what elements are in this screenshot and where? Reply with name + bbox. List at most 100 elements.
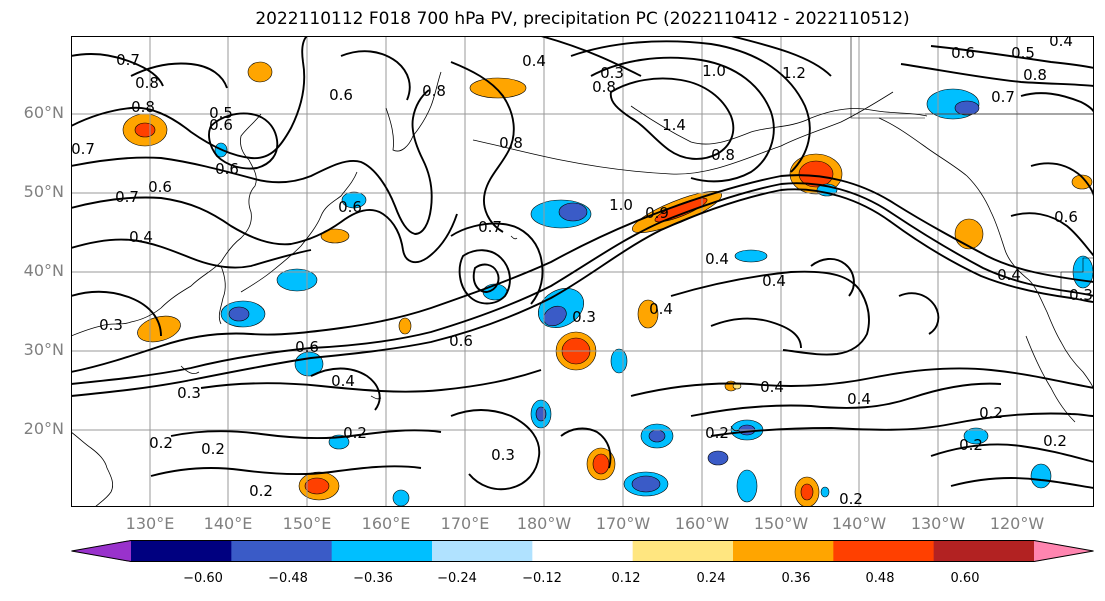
pv-contour [1030, 162, 1094, 197]
contour-label: 0.8 [135, 74, 159, 92]
pv-contour [690, 382, 1002, 417]
colorbar-extend-low [71, 540, 131, 562]
pv-contours [71, 36, 1094, 491]
colorbar-tick-label: 0.24 [696, 571, 726, 586]
precip-negative-area [648, 429, 666, 443]
precip-negative-area [392, 489, 410, 507]
colorbar-tick-label: −0.48 [268, 571, 308, 586]
pv-contour [950, 477, 1094, 489]
coastline-korea [218, 265, 226, 325]
lon-label-170e: 170°E [440, 514, 490, 533]
contour-label: 1.2 [782, 64, 806, 82]
lon-label-160e: 160°E [361, 514, 411, 533]
precip-positive-area [798, 160, 834, 188]
contour-label: 0.2 [201, 440, 225, 458]
colorbar-tick-label: −0.60 [183, 571, 223, 586]
pv-contour [71, 89, 433, 235]
contour-label: 0.6 [951, 44, 975, 62]
precip-negative-area [341, 191, 367, 209]
pv-contour [570, 40, 811, 173]
contour-label: 0.2 [1043, 432, 1067, 450]
precip-negative-area [707, 450, 729, 466]
pv-contour [609, 77, 735, 160]
contour-label: 0.7 [116, 51, 140, 69]
colorbar-tick-label: 0.12 [611, 571, 641, 586]
precip-negative-area [734, 249, 768, 263]
contour-label: 0.8 [499, 134, 523, 152]
colorbar-outline [71, 540, 1094, 562]
precip-positive-area [592, 453, 610, 475]
precip-positive-area [304, 477, 330, 495]
pv-contour [71, 290, 162, 337]
pv-contour [630, 367, 1094, 397]
colorbar-segment [432, 540, 533, 562]
pv-contour [810, 258, 855, 297]
pv-precip-map: 0.7 0.8 0.6 0.8 0.5 0.6 0.8 0.4 0.3 1.0 … [71, 36, 1094, 507]
pv-contour [670, 270, 870, 356]
pv-contour [71, 36, 308, 159]
contour-label: 0.4 [649, 300, 673, 318]
contour-label: 0.8 [711, 146, 735, 164]
contour-label: 0.6 [209, 116, 233, 134]
lon-label-150w: 150°W [753, 514, 809, 533]
contour-label: 0.4 [1049, 36, 1073, 50]
precip-negative-area [736, 469, 758, 503]
pv-contour [130, 62, 228, 89]
precipitation-shading [122, 61, 1094, 507]
pv-contour [458, 249, 511, 305]
precip-positive-area [247, 61, 273, 83]
colorbar-segment [532, 540, 634, 562]
colorbar-tick-label: 0.60 [950, 571, 980, 586]
colorbar-tick-label: −0.24 [437, 571, 477, 586]
contour-label: 0.6 [329, 86, 353, 104]
contour-label: 0.7 [478, 218, 502, 236]
precip-positive-area [800, 483, 814, 501]
lat-label-50n: 50°N [23, 182, 64, 201]
lon-label-130e: 130°E [125, 514, 175, 533]
contour-label: 0.3 [1069, 286, 1093, 304]
lon-label-140e: 140°E [203, 514, 253, 533]
contour-label: 0.3 [177, 384, 201, 402]
lon-label-130w: 130°W [910, 514, 966, 533]
pv-contour [930, 45, 1094, 69]
contour-label: 0.6 [449, 332, 473, 350]
precip-positive-area [469, 77, 527, 99]
precip-negative-area [820, 486, 830, 498]
political-borders [850, 36, 1094, 303]
pv-contour [590, 56, 775, 183]
pv-contour [560, 427, 612, 469]
graticule-grid [71, 36, 1094, 507]
contour-label: 0.6 [148, 178, 172, 196]
coastline-japan [240, 171, 358, 293]
colorbar [71, 540, 1094, 562]
precip-positive-area [637, 299, 659, 329]
contour-label: 0.7 [991, 88, 1015, 106]
contour-label: 0.4 [129, 228, 153, 246]
contour-label: 0.9 [645, 204, 669, 222]
lon-label-170w: 170°W [595, 514, 651, 533]
colorbar-segment [733, 540, 834, 562]
pv-contour [71, 238, 312, 269]
contour-label: 0.3 [572, 308, 596, 326]
contour-label: 0.6 [215, 160, 239, 178]
pv-contour [710, 412, 1094, 437]
pv-contour [450, 61, 515, 233]
contour-label: 0.2 [343, 424, 367, 442]
contour-label: 0.8 [592, 78, 616, 96]
colorbar-segment [231, 540, 333, 562]
lat-label-20n: 20°N [23, 419, 64, 438]
precip-negative-area [954, 100, 980, 116]
border-line [1061, 257, 1094, 273]
contour-label: 0.6 [338, 198, 362, 216]
precip-positive-area [1071, 174, 1093, 190]
contour-label: 0.4 [760, 378, 784, 396]
pv-contour [472, 263, 500, 293]
contour-label: 0.4 [762, 272, 786, 290]
coastline-islands [180, 235, 740, 432]
precip-negative-area [963, 427, 989, 445]
pv-contour [208, 112, 279, 170]
lon-label-180w: 180°W [516, 514, 572, 533]
contour-label: 0.2 [839, 490, 863, 507]
contour-label: 0.7 [71, 140, 95, 158]
contour-label: 0.5 [1011, 44, 1035, 62]
